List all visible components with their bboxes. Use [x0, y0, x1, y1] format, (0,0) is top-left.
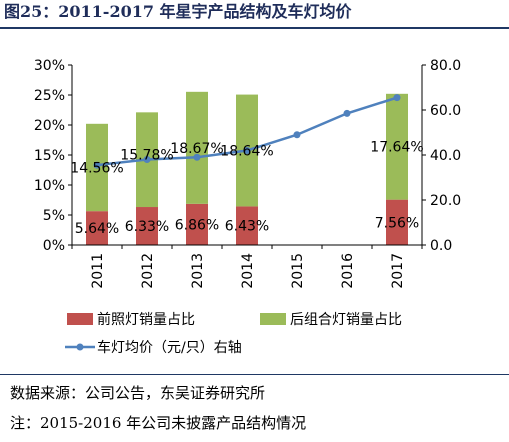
y-left-tick-label: 25% — [34, 88, 65, 104]
y-right-tick-label: 20.0 — [430, 193, 461, 209]
y-left-tick-label: 0% — [43, 238, 65, 254]
x-tick-label-2014: 2014 — [240, 253, 256, 289]
source-note: 数据来源：公司公告，东吴证券研究所 — [10, 384, 266, 402]
bar-front-2013 — [186, 203, 208, 245]
y-right-tick-label: 40.0 — [430, 148, 461, 164]
y-right-tick-label: 60.0 — [430, 103, 461, 119]
axes-layer: 0% 5% 10% 15% 20% 25% 30% 0.0 20.0 40.0 60.0 80.0 20… — [34, 58, 461, 289]
labels-layer: 5.64% 6.33% 6.86% 6.43% 7.56%14.56%15.78%18.… — [70, 140, 423, 237]
x-tick-label-2015: 2015 — [290, 253, 306, 289]
legend-swatch-rear — [260, 313, 286, 325]
label-front-2011: 5.64% — [75, 221, 119, 237]
price-point-2011 — [93, 161, 101, 169]
x-tick-label-2017: 2017 — [390, 253, 406, 289]
legend-label-line: 车灯均价（元/只）右轴 — [97, 339, 242, 356]
label-rear-2014: 18.64% — [220, 144, 273, 160]
bar-rear-2013 — [186, 91, 208, 204]
y-left-tick-label: 5% — [43, 208, 65, 224]
bar-front-2014 — [236, 206, 258, 245]
footnote: 注：2015-2016 年公司未披露产品结构情况 — [10, 414, 307, 432]
legend-label-front: 前照灯销量占比 — [97, 311, 195, 328]
price-point-2016 — [343, 109, 351, 117]
price-point-2012 — [143, 156, 151, 163]
label-front-2017: 7.56% — [375, 215, 419, 231]
title-rule — [0, 27, 509, 29]
y-right-tick-label: 80.0 — [430, 58, 461, 74]
y-left-tick-label: 20% — [34, 118, 65, 134]
chart: 0% 5% 10% 15% 20% 25% 30% 0.0 20.0 40.0 60.0 80.0 20… — [34, 58, 461, 356]
x-tick-label-2016: 2016 — [340, 253, 356, 289]
bar-front-2011 — [86, 211, 108, 245]
label-front-2013: 6.86% — [175, 217, 219, 233]
legend-label-rear: 后组合灯销量占比 — [290, 312, 402, 328]
legend-swatch-front — [67, 313, 93, 325]
price-point-2014 — [243, 147, 251, 154]
x-tick-label-2012: 2012 — [140, 253, 156, 289]
bar-rear-2017 — [386, 93, 408, 200]
figure-title: 图25：2011-2017 年星宇产品结构及车灯均价 — [4, 2, 352, 21]
label-rear-2017: 17.64% — [370, 140, 423, 156]
bar-front-2012 — [136, 207, 158, 245]
y-left-tick-label: 30% — [34, 58, 65, 74]
x-tick-label-2011: 2011 — [90, 253, 106, 289]
line-layer — [93, 94, 401, 169]
price-point-2017 — [393, 94, 401, 102]
label-rear-2013: 18.67% — [170, 141, 223, 157]
y-left-tick-label: 10% — [34, 178, 65, 194]
y-left-tick-label: 15% — [34, 148, 65, 164]
label-front-2014: 6.43% — [225, 219, 269, 235]
y-right-tick-label: 0.0 — [430, 238, 452, 254]
label-rear-2011: 14.56% — [70, 160, 123, 176]
price-point-2015 — [293, 131, 301, 139]
label-front-2012: 6.33% — [125, 219, 169, 235]
price-point-2013 — [193, 153, 201, 161]
label-rear-2012: 15.78% — [120, 148, 173, 164]
bar-front-2017 — [386, 199, 408, 245]
footer-rule — [0, 374, 509, 375]
x-tick-label-2013: 2013 — [190, 253, 206, 289]
legend-swatch-marker — [76, 343, 84, 351]
